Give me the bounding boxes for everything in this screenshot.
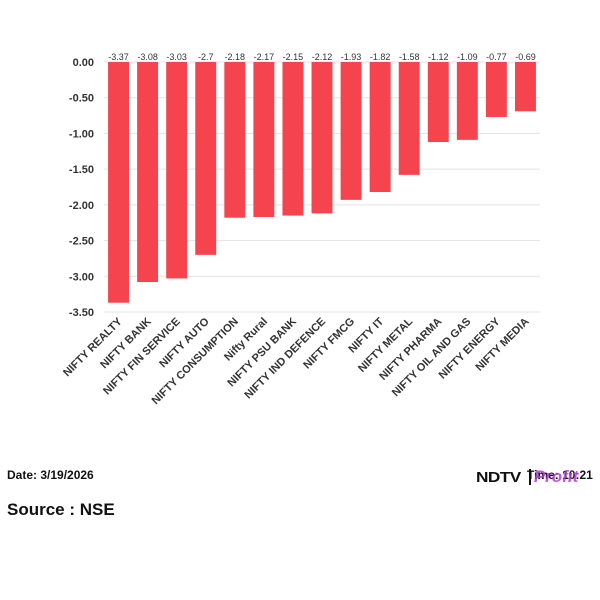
category-label: NIFTY MEDIA — [474, 316, 532, 374]
data-label: -1.82 — [370, 52, 391, 62]
data-label: -3.08 — [137, 52, 158, 62]
bar — [340, 62, 362, 200]
data-label: -2.12 — [312, 52, 333, 62]
y-tick-label: -0.50 — [69, 93, 94, 105]
data-label: -1.58 — [399, 52, 420, 62]
data-label: -0.77 — [486, 52, 507, 62]
y-tick-label: -3.50 — [69, 307, 94, 319]
bars — [108, 62, 536, 303]
logo-profit-text: Profit — [533, 467, 579, 486]
y-tick-label: -3.00 — [69, 271, 94, 283]
bar — [456, 62, 478, 140]
logo-separator — [528, 469, 531, 485]
data-label: -3.37 — [108, 52, 129, 62]
bar — [311, 62, 333, 214]
data-label: -0.69 — [515, 52, 536, 62]
bar — [398, 62, 420, 175]
bar — [166, 62, 188, 279]
sector-bar-chart: 0.00-0.50-1.00-1.50-2.00-2.50-3.00-3.50 … — [61, 52, 540, 407]
y-tick-label: -2.00 — [69, 200, 94, 212]
bar — [485, 62, 507, 117]
date-label: Date: 3/19/2026 — [7, 468, 94, 482]
bar — [369, 62, 391, 192]
data-label: -1.09 — [457, 52, 478, 62]
y-tick-label: -2.50 — [69, 236, 94, 248]
y-axis-ticks: 0.00 -0.50 -1.00 -1.50 -2.00 -2.50 -3.00 -3.50 — [69, 57, 94, 319]
bar — [282, 62, 304, 216]
data-label: -3.03 — [166, 52, 187, 62]
y-tick-label: -1.00 — [69, 128, 94, 140]
bar — [515, 62, 536, 112]
data-labels: -3.37 -3.08 -3.03 -2.7 -2.18 -2.17 -2.15 -2.12-… — [108, 52, 535, 62]
data-label: -1.12 — [428, 52, 449, 62]
bar — [108, 62, 129, 303]
bar — [427, 62, 449, 142]
ndtv-profit-logo: NDTV Profit — [476, 466, 578, 488]
source-label: Source : NSE — [7, 500, 115, 519]
data-label: -2.7 — [198, 52, 214, 62]
data-label: -2.15 — [283, 52, 304, 62]
data-label: -1.93 — [341, 52, 362, 62]
bar — [195, 62, 217, 255]
data-label: -2.18 — [225, 52, 246, 62]
y-tick-label: 0.00 — [73, 57, 94, 69]
bar — [253, 62, 275, 217]
y-tick-label: -1.50 — [69, 164, 94, 176]
bar — [224, 62, 246, 218]
bar — [137, 62, 159, 282]
logo-ndtv-text: NDTV — [476, 468, 521, 486]
time-label: Time: 10:21 — [527, 468, 593, 482]
data-label: -2.17 — [254, 52, 275, 62]
